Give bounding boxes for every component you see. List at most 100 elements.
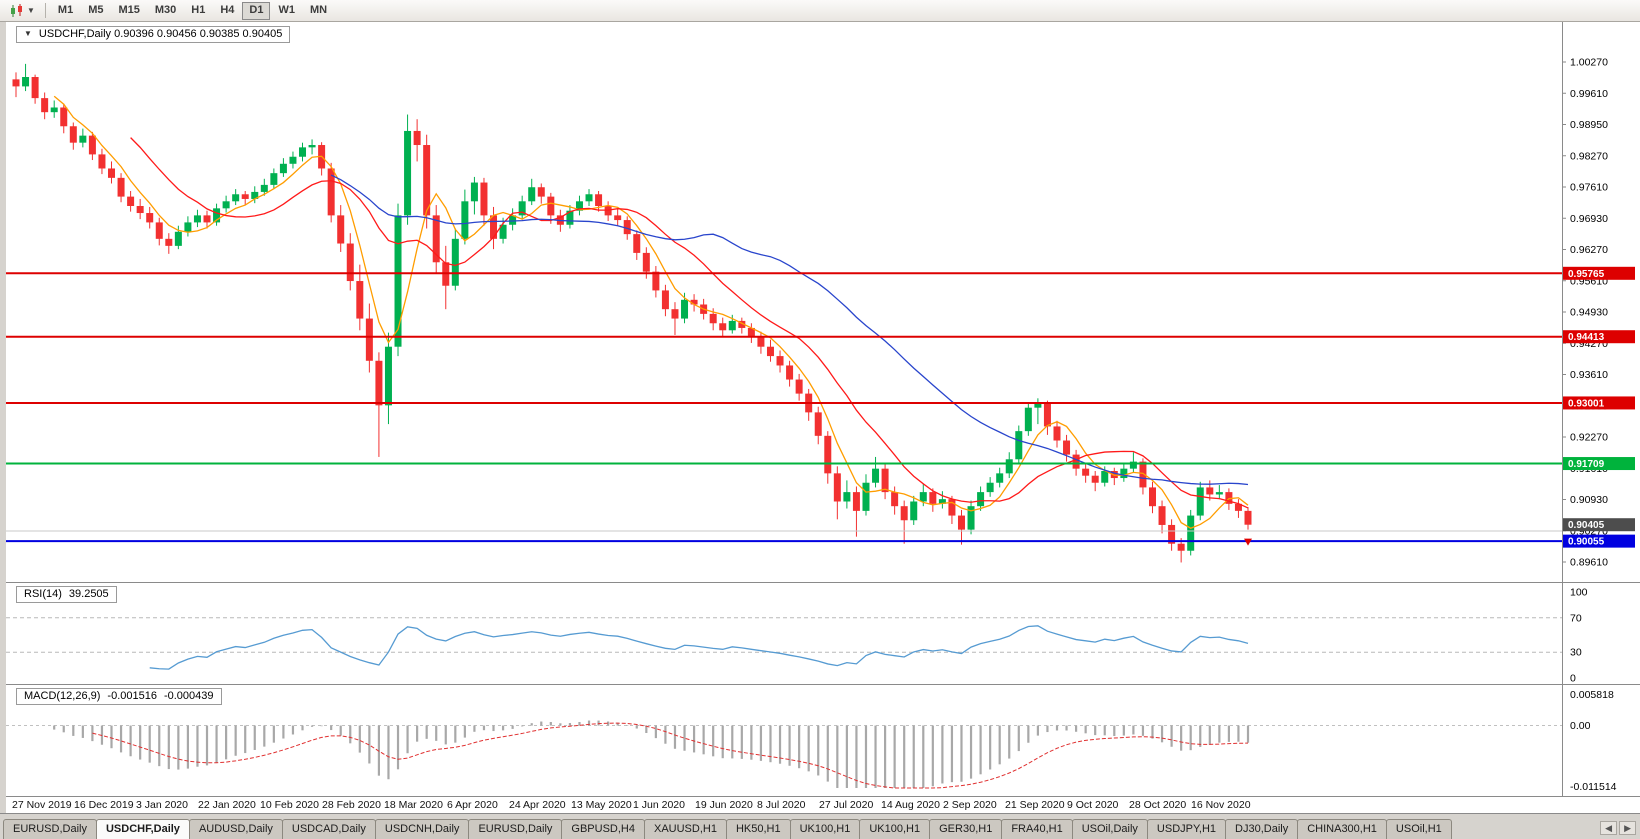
macd-canvas[interactable]: 0.005818 0.00 -0.011514 xyxy=(6,684,1640,796)
time-axis-label: 24 Apr 2020 xyxy=(509,799,566,811)
main-chart-panel: 1.00270 0.99610 0.98950 0.98270 0.97610 0.969… xyxy=(6,22,1640,582)
toolbar-separator xyxy=(44,3,46,18)
chart-type-button[interactable]: ▼ xyxy=(4,2,40,20)
time-axis-label: 16 Nov 2020 xyxy=(1191,799,1251,811)
tab-scroll-arrows: ◀ ▶ xyxy=(1600,821,1636,839)
macd-axis-bottom: -0.011514 xyxy=(1570,781,1617,793)
chart-title-box[interactable]: ▼ USDCHF,Daily 0.90396 0.90456 0.90385 0… xyxy=(16,26,291,43)
time-axis[interactable]: 27 Nov 2019 16 Dec 2019 3 Jan 2020 22 Jan 2… xyxy=(6,796,1640,813)
price-level-tag xyxy=(1563,330,1635,344)
time-axis-label: 14 Aug 2020 xyxy=(881,799,940,811)
price-tick-label: 0.96930 xyxy=(1570,213,1608,225)
time-axis-label: 16 Dec 2019 xyxy=(74,799,134,811)
price-tick-label: 1.00270 xyxy=(1570,57,1608,69)
macd-value-signal: -0.000439 xyxy=(163,690,214,702)
price-chart-canvas[interactable]: 1.00270 0.99610 0.98950 0.98270 0.97610 0.969… xyxy=(6,22,1640,582)
chart-tab-uk100-h1[interactable]: UK100,H1 xyxy=(789,819,861,839)
time-axis-label: 28 Oct 2020 xyxy=(1129,799,1187,811)
chart-tab-usdchf-daily[interactable]: USDCHF,Daily xyxy=(95,819,190,839)
chart-tab-usdjpy-h1[interactable]: USDJPY,H1 xyxy=(1146,819,1227,839)
macd-label-box: MACD(12,26,9) -0.001516 -0.000439 xyxy=(16,688,222,705)
price-tick-label: 0.89610 xyxy=(1570,557,1608,569)
chart-tab-china300-h1[interactable]: CHINA300,H1 xyxy=(1297,819,1387,839)
time-axis-label: 13 May 2020 xyxy=(571,799,632,811)
chart-tab-usoil-h1[interactable]: USOil,H1 xyxy=(1385,819,1452,839)
timeframe-button-m5[interactable]: M5 xyxy=(88,3,104,16)
rsi-panel: 100 70 30 0 RSI(14) 39.2505 xyxy=(6,582,1640,684)
timeframe-button-m30[interactable]: M30 xyxy=(154,3,177,16)
chart-tab-eurusd-daily[interactable]: EURUSD,Daily xyxy=(468,819,563,839)
time-axis-label: 6 Apr 2020 xyxy=(447,799,498,811)
timeframe-button-mn[interactable]: MN xyxy=(309,3,328,16)
toolbar: ▼ M1 M5 M15 M30 H1 H4 D1 W1 MN xyxy=(0,0,1640,22)
rsi-line xyxy=(149,625,1249,670)
time-axis-label: 27 Jul 2020 xyxy=(819,799,874,811)
timeframe-button-h4[interactable]: H4 xyxy=(220,3,235,16)
chart-title: USDCHF,Daily 0.90396 0.90456 0.90385 0.9… xyxy=(38,28,283,40)
tab-scroll-left-icon[interactable]: ◀ xyxy=(1600,821,1618,835)
macd-panel: 0.005818 0.00 -0.011514 MACD(12,26,9) -0.0… xyxy=(6,684,1640,796)
price-tick-label: 0.98950 xyxy=(1570,119,1608,131)
chart-tab-eurusd-daily[interactable]: EURUSD,Daily xyxy=(3,819,97,839)
time-axis-label: 2 Sep 2020 xyxy=(943,799,997,811)
time-axis-label: 1 Jun 2020 xyxy=(633,799,685,811)
timeframe-button-m15[interactable]: M15 xyxy=(118,3,140,16)
macd-signal-line xyxy=(92,722,1249,789)
candles xyxy=(12,63,1252,563)
chart-tab-audusd-daily[interactable]: AUDUSD,Daily xyxy=(188,819,283,839)
svg-text:0.93001: 0.93001 xyxy=(1568,398,1605,409)
rsi-axis-label: 70 xyxy=(1570,612,1582,624)
timeframe-button-h1[interactable]: H1 xyxy=(191,3,206,16)
chart-tabs: EURUSD,Daily USDCHF,Daily AUDUSD,Daily USDC… xyxy=(3,819,1596,839)
time-axis-label: 9 Oct 2020 xyxy=(1067,799,1119,811)
tab-scroll-right-icon[interactable]: ▶ xyxy=(1619,821,1636,835)
price-tick-label: 0.96270 xyxy=(1570,244,1608,256)
macd-histogram xyxy=(53,720,1250,788)
macd-axis-top: 0.005818 xyxy=(1570,689,1614,701)
chart-tab-hk50-h1[interactable]: HK50,H1 xyxy=(725,819,791,839)
price-tick-label: 0.93610 xyxy=(1570,369,1608,381)
chart-tab-ger30-h1[interactable]: GER30,H1 xyxy=(929,819,1003,839)
svg-text:0.90405: 0.90405 xyxy=(1568,520,1605,531)
chart-tab-usdcad-daily[interactable]: USDCAD,Daily xyxy=(281,819,376,839)
price-level-tag xyxy=(1563,396,1635,410)
chart-tab-xauusd-h1[interactable]: XAUUSD,H1 xyxy=(643,819,727,839)
chart-tab-fra40-h1[interactable]: FRA40,H1 xyxy=(1001,819,1073,839)
svg-text:0.95765: 0.95765 xyxy=(1568,269,1605,280)
rsi-value: 39.2505 xyxy=(68,588,109,600)
timeframe-button-w1[interactable]: W1 xyxy=(278,3,295,16)
rsi-axis-label: 0 xyxy=(1570,673,1576,685)
moving-average-13 xyxy=(130,137,1249,509)
timeframe-button-m1[interactable]: M1 xyxy=(57,3,74,16)
chart-tab-usoil-daily[interactable]: USOil,Daily xyxy=(1071,819,1148,839)
chart-tab-usdcnh-daily[interactable]: USDCNH,Daily xyxy=(374,819,470,839)
svg-text:0.94413: 0.94413 xyxy=(1568,332,1605,343)
svg-text:0.90055: 0.90055 xyxy=(1568,537,1605,548)
svg-text:0.91709: 0.91709 xyxy=(1568,459,1605,470)
moving-average-34 xyxy=(330,174,1249,486)
time-axis-label: 18 Mar 2020 xyxy=(384,799,443,811)
time-axis-label: 21 Sep 2020 xyxy=(1005,799,1065,811)
time-axis-label: 27 Nov 2019 xyxy=(12,799,72,811)
price-tick-label: 0.94930 xyxy=(1570,307,1608,319)
timeframe-buttons: M1 M5 M15 M30 H1 H4 D1 W1 MN xyxy=(51,1,334,20)
price-level-tag xyxy=(1563,534,1635,548)
chart-tab-dj30-daily[interactable]: DJ30,Daily xyxy=(1225,819,1299,839)
rsi-axis-label: 100 xyxy=(1570,587,1588,599)
sell-arrow-icon xyxy=(1244,538,1252,546)
rsi-axis-label: 30 xyxy=(1570,647,1582,659)
macd-value-main: -0.001516 xyxy=(107,690,157,702)
price-tick-label: 0.99610 xyxy=(1570,88,1608,100)
price-level-tag xyxy=(1563,266,1635,280)
chevron-down-icon: ▼ xyxy=(27,5,35,15)
price-tick-label: 0.92270 xyxy=(1570,432,1608,444)
time-axis-label: 28 Feb 2020 xyxy=(322,799,381,811)
time-axis-label: 8 Jul 2020 xyxy=(757,799,806,811)
chart-tab-uk100-h1[interactable]: UK100,H1 xyxy=(859,819,931,839)
time-axis-label: 22 Jan 2020 xyxy=(198,799,256,811)
rsi-canvas[interactable]: 100 70 30 0 xyxy=(6,582,1640,684)
chart-tab-gbpusd-h4[interactable]: GBPUSD,H4 xyxy=(561,819,645,839)
time-axis-label: 19 Jun 2020 xyxy=(695,799,753,811)
timeframe-button-d1[interactable]: D1 xyxy=(242,1,271,20)
